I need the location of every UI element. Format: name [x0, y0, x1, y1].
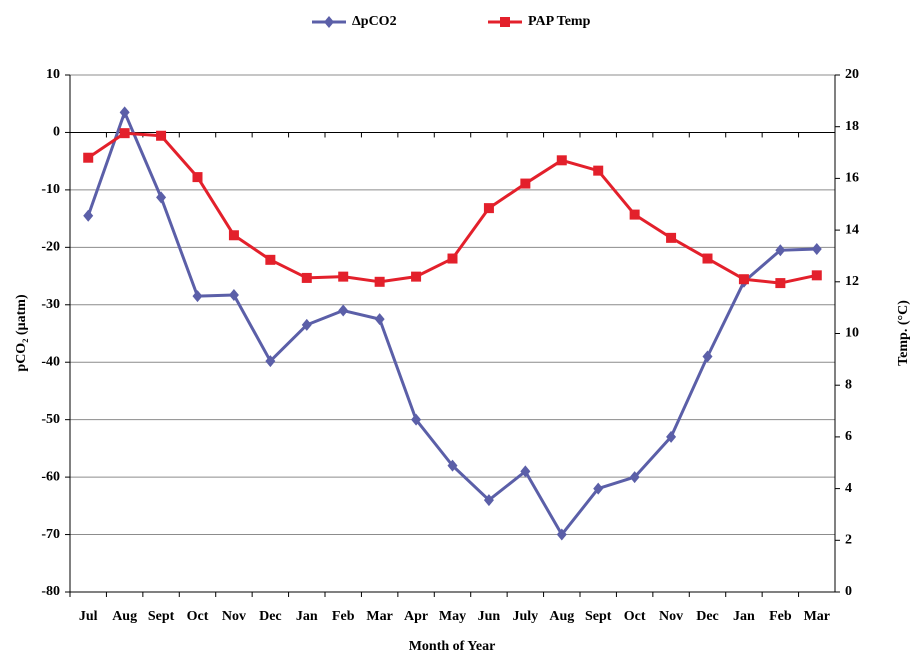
y2-tick-label: 10 — [845, 326, 859, 341]
data-point — [338, 271, 349, 282]
x-tick-label: Sept — [148, 609, 175, 624]
data-point — [702, 253, 713, 264]
data-point — [593, 165, 604, 176]
data-point — [702, 350, 713, 363]
x-tick-label: Aug — [112, 609, 137, 624]
data-point — [374, 276, 385, 287]
y-tick-label: -10 — [41, 182, 60, 197]
legend-marker — [500, 17, 510, 27]
x-tick-label: Apr — [404, 609, 428, 624]
x-tick-label: Sept — [585, 609, 612, 624]
x-tick-label: Jan — [733, 609, 755, 624]
y-tick-label: 0 — [53, 125, 60, 140]
data-point — [775, 244, 786, 257]
data-point — [374, 313, 385, 326]
data-point — [192, 290, 203, 303]
data-point — [556, 528, 567, 541]
data-point — [228, 230, 239, 241]
x-tick-label: Jan — [296, 609, 318, 624]
y-tick-label: -40 — [41, 354, 60, 369]
data-point — [265, 254, 276, 265]
data-point — [156, 130, 167, 141]
y2-tick-label: 12 — [845, 274, 859, 289]
x-axis-title: Month of Year — [409, 639, 496, 654]
y2-tick-label: 6 — [845, 429, 852, 444]
data-point — [301, 318, 312, 331]
data-point — [520, 178, 531, 189]
data-point — [666, 430, 677, 443]
data-point — [447, 459, 458, 472]
data-point — [811, 270, 822, 281]
data-point — [411, 271, 422, 282]
data-point — [483, 494, 494, 507]
data-point — [483, 203, 494, 214]
y-tick-label: 10 — [46, 67, 60, 82]
data-point — [666, 232, 677, 243]
data-point — [119, 128, 130, 139]
data-point — [775, 278, 786, 289]
y2-tick-label: 14 — [845, 222, 859, 237]
data-point — [629, 471, 640, 484]
y-tick-label: -20 — [41, 240, 60, 255]
data-point — [265, 355, 276, 368]
x-tick-label: Dec — [696, 609, 719, 624]
x-tick-label: Feb — [332, 609, 355, 624]
data-point — [811, 243, 822, 256]
data-point — [156, 191, 167, 204]
data-point — [629, 209, 640, 220]
data-point — [338, 304, 349, 317]
y2-tick-label: 20 — [845, 67, 859, 82]
x-tick-label: Aug — [549, 609, 574, 624]
data-point — [593, 482, 604, 495]
data-point — [520, 465, 531, 478]
data-point — [192, 172, 203, 183]
x-tick-label: July — [513, 609, 539, 624]
y-tick-label: -70 — [41, 527, 60, 542]
x-tick-label: Dec — [259, 609, 282, 624]
data-point — [228, 289, 239, 302]
y2-tick-label: 0 — [845, 584, 852, 599]
y-tick-label: -60 — [41, 469, 60, 484]
y-tick-label: -50 — [41, 412, 60, 427]
y2-tick-label: 2 — [845, 533, 852, 548]
x-tick-label: Mar — [804, 609, 830, 624]
legend-marker — [324, 16, 334, 28]
y2-tick-label: 8 — [845, 377, 852, 392]
data-point — [556, 155, 567, 166]
data-point — [301, 272, 312, 283]
x-tick-label: Oct — [187, 609, 209, 624]
y2-tick-label: 16 — [845, 171, 859, 186]
data-point — [411, 413, 422, 426]
data-point — [83, 209, 94, 222]
y2-tick-label: 18 — [845, 119, 859, 134]
y2-axis-title: Temp. (°C) — [896, 300, 911, 366]
x-tick-label: Mar — [366, 609, 392, 624]
y-axis-title: pCO₂ (µatm) — [14, 294, 29, 372]
y2-tick-label: 4 — [845, 481, 852, 496]
data-point — [119, 106, 130, 119]
x-tick-label: Nov — [659, 609, 683, 624]
legend-label: ΔpCO2 — [352, 14, 397, 29]
x-tick-label: Oct — [624, 609, 646, 624]
x-tick-label: May — [439, 609, 466, 624]
data-point — [738, 274, 749, 285]
x-tick-label: Nov — [222, 609, 246, 624]
legend-label: PAP Temp — [528, 14, 591, 29]
x-tick-label: Feb — [769, 609, 792, 624]
x-tick-label: Jun — [478, 609, 501, 624]
y-tick-label: -80 — [41, 584, 60, 599]
y-tick-label: -30 — [41, 297, 60, 312]
data-point — [447, 253, 458, 264]
x-tick-label: Jul — [79, 609, 98, 624]
data-point — [83, 152, 94, 163]
